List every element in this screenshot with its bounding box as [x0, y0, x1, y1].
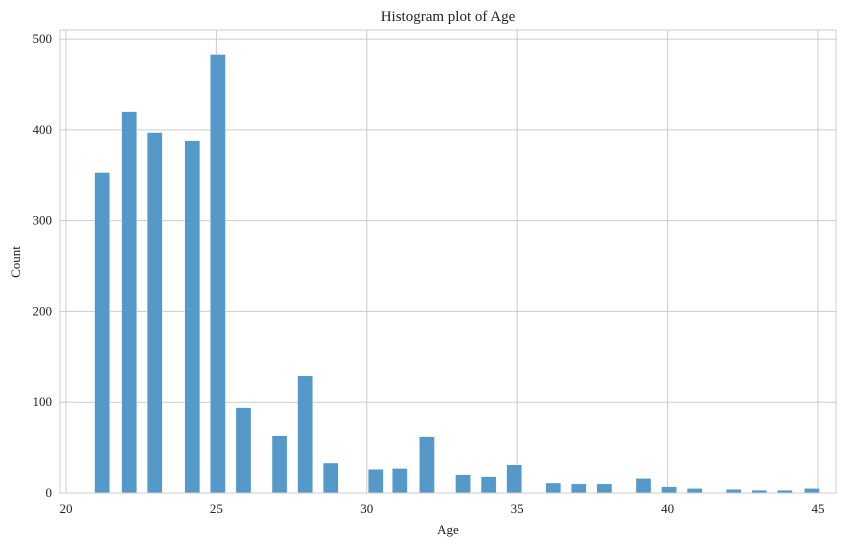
histogram-bar: [545, 482, 561, 494]
y-tick-label: 300: [33, 213, 53, 228]
x-tick-label: 25: [210, 501, 223, 516]
x-tick-label: 45: [811, 501, 824, 516]
histogram-bar: [297, 375, 313, 494]
histogram-bar: [661, 486, 677, 494]
y-tick-label: 400: [33, 122, 53, 137]
histogram-bar: [147, 132, 163, 494]
histogram-bar: [392, 468, 408, 494]
histogram-bar: [271, 435, 288, 494]
histogram-bar: [184, 140, 201, 494]
histogram-bar: [210, 54, 226, 494]
x-tick-label: 40: [661, 501, 674, 516]
chart-title: Histogram plot of Age: [381, 9, 516, 25]
histogram-bar: [726, 489, 742, 494]
histogram-bar: [121, 111, 137, 494]
histogram-bar: [480, 476, 497, 494]
histogram-bar: [235, 407, 252, 494]
y-tick-label: 200: [33, 303, 53, 318]
histogram-bar: [571, 483, 587, 494]
histogram-bar: [368, 469, 384, 494]
x-tick-labels: 20 25 30 35 40 45: [60, 501, 825, 516]
histogram-bar: [686, 488, 703, 494]
y-tick-labels: 0 100 200 300 400 500: [33, 31, 53, 500]
y-tick-label: 0: [46, 485, 53, 500]
bars-layer: [94, 54, 820, 494]
histogram-bar: [635, 478, 652, 494]
y-axis-title: Count: [8, 246, 23, 278]
grid-layer: [60, 30, 836, 494]
histogram-bar: [596, 483, 613, 494]
histogram-bar: [506, 464, 522, 494]
histogram-bar: [94, 172, 110, 494]
histogram-bar: [323, 462, 339, 494]
histogram-bar: [455, 474, 471, 494]
x-tick-label: 20: [60, 501, 73, 516]
histogram-bar: [419, 436, 435, 494]
y-tick-label: 500: [33, 31, 53, 46]
plot-frame: [59, 29, 837, 494]
y-tick-label: 100: [33, 394, 53, 409]
histogram-bar: [804, 488, 820, 494]
x-tick-label: 35: [511, 501, 524, 516]
x-axis-title: Age: [437, 522, 459, 537]
x-tick-label: 30: [360, 501, 373, 516]
